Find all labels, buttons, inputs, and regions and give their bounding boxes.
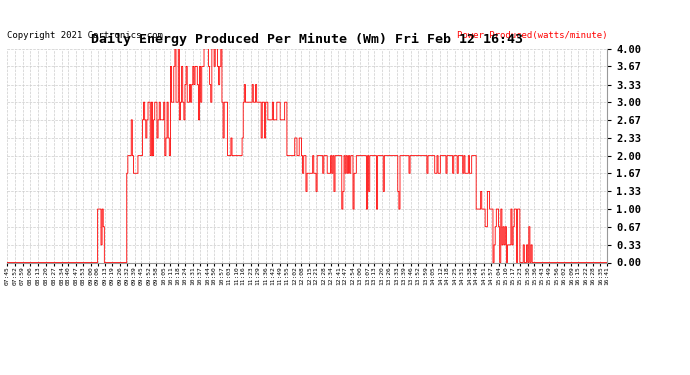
Text: Power Produced(watts/minute): Power Produced(watts/minute) <box>457 31 607 40</box>
Title: Daily Energy Produced Per Minute (Wm) Fri Feb 12 16:43: Daily Energy Produced Per Minute (Wm) Fr… <box>91 33 523 46</box>
Text: Copyright 2021 Cartronics.com: Copyright 2021 Cartronics.com <box>7 31 163 40</box>
